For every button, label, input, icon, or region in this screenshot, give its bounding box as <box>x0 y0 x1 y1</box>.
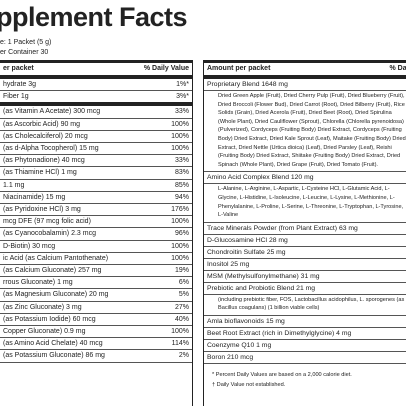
ingredient: MSM (Methylsulfonylmethane) 31 mg <box>204 271 406 283</box>
nutrient-row: hydrate 3g 1%* <box>0 79 192 92</box>
nutrient-row: 1.1 mg 85% <box>0 180 192 192</box>
ingredient: Inositol 25 mg <box>204 259 406 271</box>
label: (as Thiamine HCl) 1 mg <box>3 169 77 177</box>
label: (as Cyanocobalamin) 2.3 mcg <box>3 230 96 238</box>
value: 96% <box>174 230 189 238</box>
label: ic Acid (as Calcium Pantothenate) <box>3 254 109 262</box>
value: 33% <box>174 157 189 165</box>
label: hydrate 3g <box>3 81 37 88</box>
nutrient-row: (as d-Alpha Tocopherol) 15 mg 100% <box>0 143 192 156</box>
value: 100% <box>171 145 189 153</box>
nutrient-row: mcg DFE (97 mcg folic acid) 100% <box>0 216 192 229</box>
label: mcg DFE (97 mcg folic acid) <box>3 218 91 226</box>
ingredient: Beet Root Extract (rich in Dimethylglyci… <box>204 328 406 340</box>
label: (as Calcium Gluconate) 257 mg <box>3 267 102 275</box>
ingredient: Amla bioflavonoids 15 mg <box>204 316 406 328</box>
nutrient-row: (as Ascorbic Acid) 90 mg 100% <box>0 119 192 131</box>
label: (as Ascorbic Acid) 90 mg <box>3 120 81 128</box>
nutrient-row: (as Zinc Gluconate) 3 mg 27% <box>0 302 192 314</box>
label: (as Amino Acid Chelate) 40 mcg <box>3 340 103 348</box>
ingredient: Trace Minerals Powder (from Plant Extrac… <box>204 223 406 235</box>
ingredient-detail: Dried Green Apple (Fruit), Dried Cherry … <box>204 91 406 173</box>
label: Fiber 1g <box>3 93 29 101</box>
value: 1%* <box>176 81 189 88</box>
label: (as Vitamin A Acetate) 300 mcg <box>3 108 101 116</box>
value: % Daily V <box>389 65 406 72</box>
value: % Daily Value <box>143 65 189 72</box>
nutrient-row: (as Vitamin A Acetate) 300 mcg 33% <box>0 106 192 119</box>
label: Copper Gluconate) 0.9 mg <box>3 328 86 336</box>
nutrient-row: Niacinamide) 15 mg 94% <box>0 192 192 205</box>
servings-per-container: er Container 30 <box>0 49 49 56</box>
nutrient-row: (as Potassium Iodide) 60 mcg 40% <box>0 314 192 327</box>
label: (as Potassium Iodide) 60 mcg <box>3 315 96 323</box>
value: 5% <box>178 291 189 299</box>
label: (as Pyridoxine HCl) 3 mg <box>3 206 81 214</box>
value: 19% <box>174 267 189 275</box>
nutrient-row: rrous Gluconate) 1 mg 6% <box>0 277 192 290</box>
value: 6% <box>178 279 189 287</box>
ingredient-detail: L-Alanine, L-Arginine, L-Aspartic, L-Cys… <box>204 184 406 223</box>
ingredient: D-Glucosamine HCl 28 mg <box>204 235 406 247</box>
header-row: Amount per packet % Daily V <box>204 63 406 79</box>
value: 40% <box>174 315 189 323</box>
nutrient-row: (as Cholecalciferol) 20 mcg 100% <box>0 131 192 144</box>
value: 176% <box>171 206 189 214</box>
label: 1.1 mg <box>3 181 25 189</box>
ingredient: Boron 210 mcg <box>204 352 406 364</box>
ingredient-detail: (including prebiotic fiber, FOS, Lactoba… <box>204 295 406 316</box>
value: 85% <box>174 181 189 189</box>
nutrient-row: (as Potassium Gluconate) 86 mg 2% <box>0 350 192 363</box>
value: 33% <box>174 108 189 116</box>
label: Niacinamide) 15 mg <box>3 193 66 201</box>
right-panel: Amount per packet % Daily V Proprietary Bl… <box>203 60 406 406</box>
value: 3%* <box>176 93 189 101</box>
nutrient-row: (as Amino Acid Chelate) 40 mcg 114% <box>0 338 192 351</box>
nutrient-row: (as Phytonadione) 40 mcg 33% <box>0 155 192 168</box>
footnote: * Percent Daily Values are based on a 2,… <box>212 371 352 378</box>
ingredient: Amino Acid Complex Blend 120 mg <box>204 172 406 185</box>
value: 100% <box>171 328 189 336</box>
value: 2% <box>178 352 189 360</box>
nutrient-row: ic Acid (as Calcium Pantothenate) 100% <box>0 253 192 266</box>
nutrient-row: Fiber 1g 3%* <box>0 91 192 107</box>
ingredient: Coenzyme Q10 1 mg <box>204 340 406 352</box>
value: 27% <box>174 303 189 311</box>
nutrient-row: (as Pyridoxine HCl) 3 mg 176% <box>0 204 192 217</box>
label: (as Potassium Gluconate) 86 mg <box>3 352 105 360</box>
label: rrous Gluconate) 1 mg <box>3 279 73 287</box>
ingredient: Chondroitin Sulfate 25 mg <box>204 247 406 259</box>
label: (as Phytonadione) 40 mcg <box>3 157 85 165</box>
title: pplement Facts <box>0 2 188 32</box>
nutrient-row: (as Cyanocobalamin) 2.3 mcg 96% <box>0 228 192 241</box>
ingredient: Proprietary Blend 1648 mg <box>204 79 406 91</box>
nutrient-row: Copper Gluconate) 0.9 mg 100% <box>0 326 192 339</box>
value: 100% <box>171 242 189 250</box>
label: (as Magnesium Gluconate) 20 mg <box>3 291 109 299</box>
nutrient-row: (as Thiamine HCl) 1 mg 83% <box>0 167 192 180</box>
left-panel: er packet % Daily Value hydrate 3g 1%* Fiber… <box>0 60 193 406</box>
value: 94% <box>174 193 189 201</box>
label: er packet <box>3 65 34 72</box>
value: 100% <box>171 254 189 262</box>
label: (as Cholecalciferol) 20 mcg <box>3 132 88 140</box>
label: (as d-Alpha Tocopherol) 15 mg <box>3 145 99 153</box>
nutrient-row: D-Biotin) 30 mcg 100% <box>0 241 192 253</box>
nutrient-row: (as Calcium Gluconate) 257 mg 19% <box>0 265 192 278</box>
label: (as Zinc Gluconate) 3 mg <box>3 303 82 311</box>
header-row: er packet % Daily Value <box>0 63 192 79</box>
nutrient-row: (as Magnesium Gluconate) 20 mg 5% <box>0 289 192 302</box>
value: 100% <box>171 120 189 128</box>
footnotes: * Percent Daily Values are based on a 2,… <box>204 364 406 390</box>
value: 100% <box>171 218 189 226</box>
ingredient: Prebiotic and Probiotic Blend 21 mg <box>204 283 406 295</box>
value: 83% <box>174 169 189 177</box>
footnote: † Daily Value not established. <box>212 381 286 388</box>
label: Amount per packet <box>207 65 271 72</box>
value: 100% <box>171 132 189 140</box>
serving-size: e: 1 Packet (5 g) <box>0 39 52 46</box>
value: 114% <box>171 340 189 348</box>
label: D-Biotin) 30 mcg <box>3 242 56 250</box>
